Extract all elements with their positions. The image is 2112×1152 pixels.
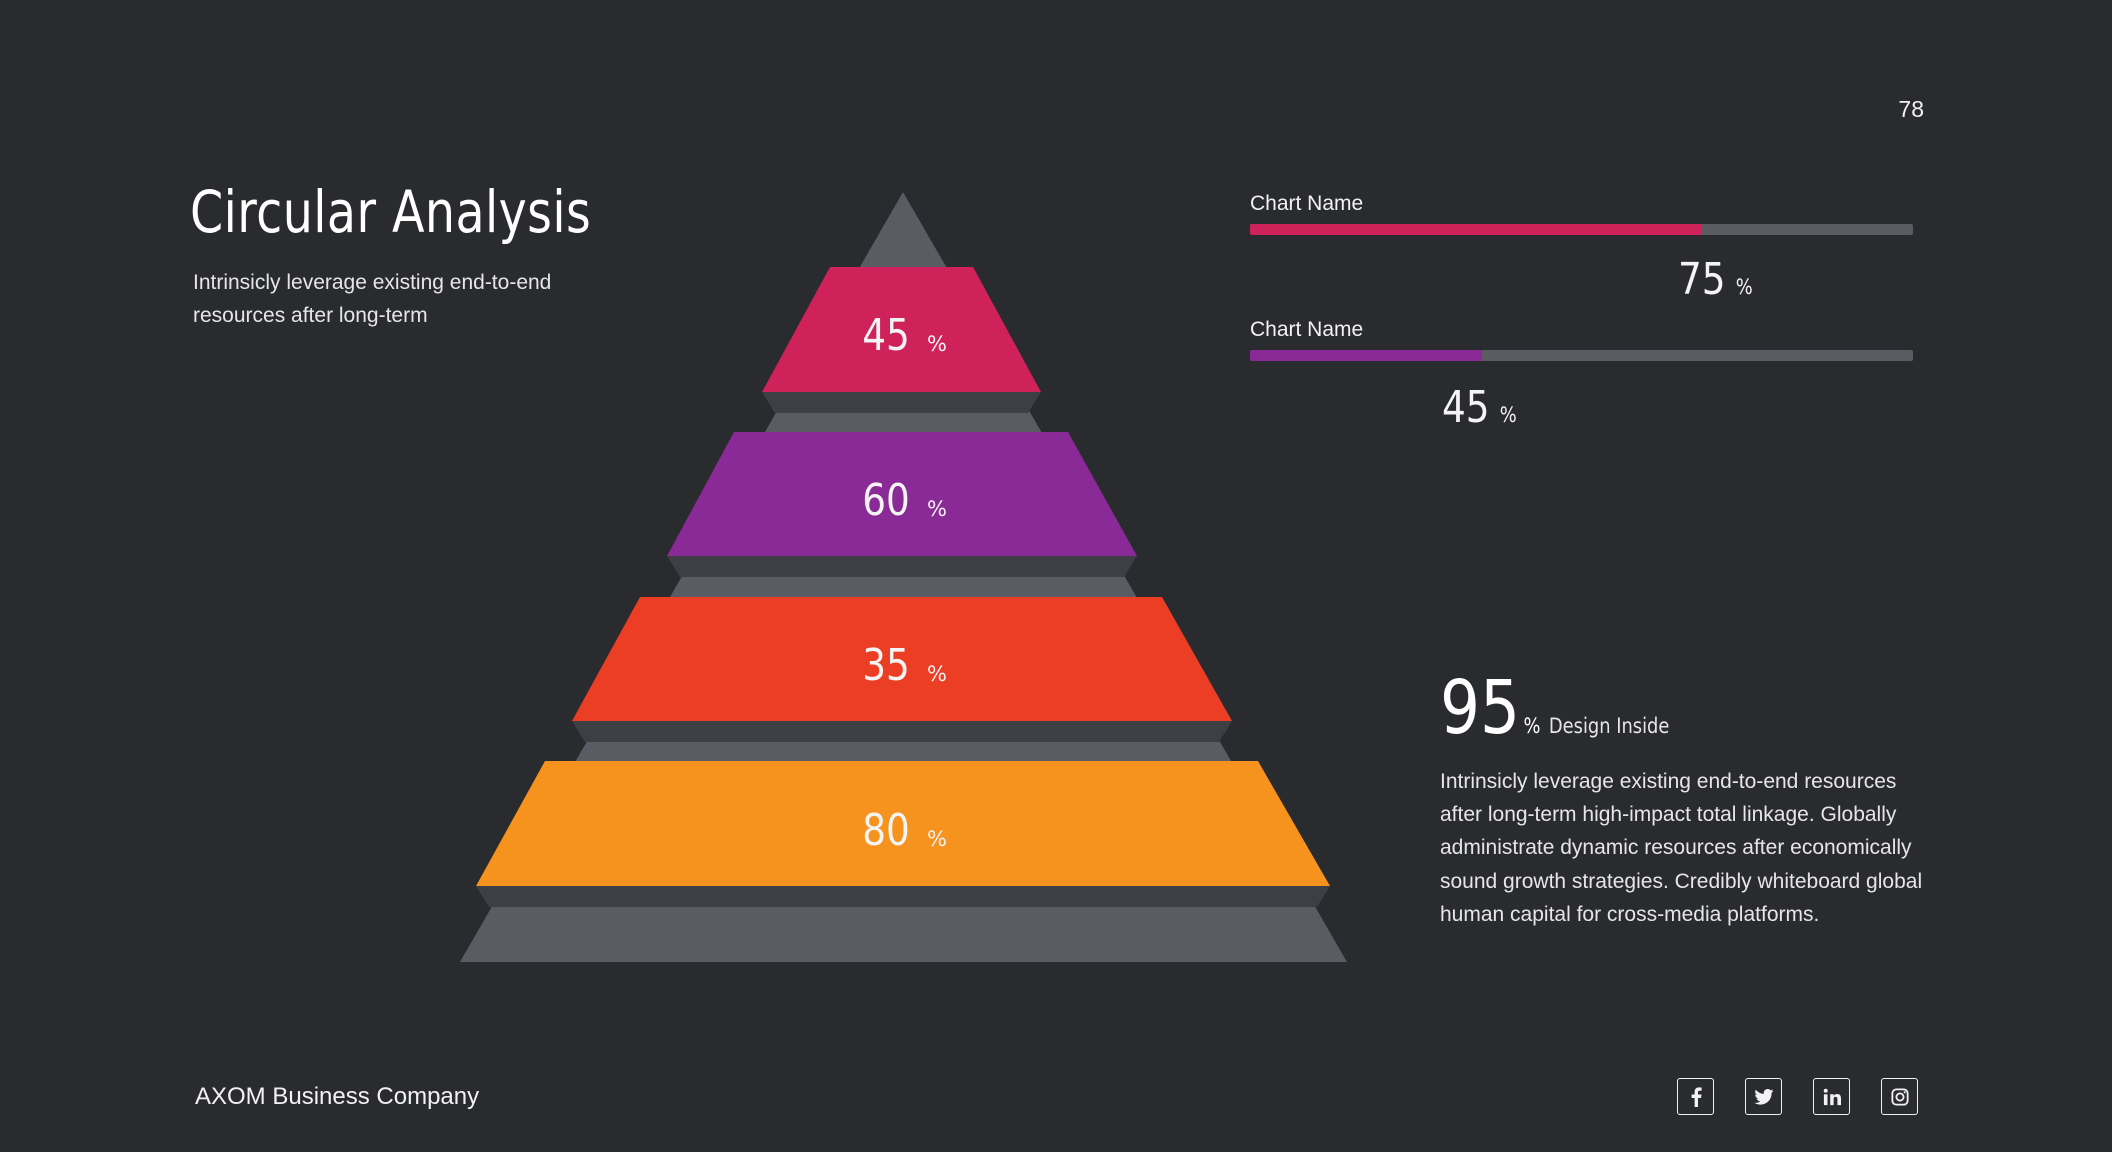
page-subtitle: Intrinsicly leverage existing end-to-end… [193, 271, 552, 327]
bar-value-number: 75 [1678, 254, 1726, 305]
stat-value: 95 [1440, 665, 1521, 751]
tier-value: 45 [862, 309, 910, 361]
tier-value: 35 [862, 639, 910, 691]
stat-description: Intrinsicly leverage existing end-to-end… [1440, 770, 1923, 926]
bar-fill [1250, 224, 1701, 235]
facebook-icon[interactable] [1677, 1078, 1714, 1115]
tier-shadow [762, 392, 1041, 413]
pyramid-tier-4 [476, 761, 1330, 886]
bar-value-unit: % [1735, 275, 1753, 299]
tier-value: 80 [862, 804, 910, 856]
tier-unit: % [927, 497, 947, 521]
page-title: Circular Analysis [190, 178, 592, 246]
tier-shadow [476, 886, 1330, 907]
bar-track [1250, 224, 1913, 235]
pyramid-tier-3 [572, 597, 1232, 721]
bar-track [1250, 350, 1913, 361]
stat-unit: % [1523, 714, 1541, 738]
bar-value: 45% [1442, 382, 1517, 433]
twitter-icon[interactable] [1745, 1078, 1782, 1115]
company-name: AXOM Business Company [195, 1083, 480, 1110]
tier-unit: % [927, 827, 947, 851]
page-number: 78 [1898, 96, 1924, 122]
pyramid-tier-2 [667, 432, 1137, 556]
progress-bar-1: Chart Name [1250, 192, 1913, 235]
tier-shadow [667, 556, 1137, 577]
linkedin-icon[interactable] [1813, 1078, 1850, 1115]
pyramid-tier-1 [762, 267, 1041, 392]
bar-value-unit: % [1499, 403, 1517, 427]
stat-headline: 95% Design Inside [1440, 665, 1669, 751]
bar-value-number: 45 [1442, 382, 1490, 433]
bar-label: Chart Name [1250, 318, 1364, 341]
bar-value: 75% [1678, 254, 1753, 305]
progress-bar-2: Chart Name [1250, 318, 1913, 361]
tier-value: 60 [862, 474, 910, 526]
tier-unit: % [927, 662, 947, 686]
instagram-icon[interactable] [1881, 1078, 1918, 1115]
tier-shadow [572, 721, 1232, 742]
bar-fill [1250, 350, 1483, 361]
stat-caption: Design Inside [1548, 714, 1670, 738]
bar-label: Chart Name [1250, 192, 1364, 215]
tier-unit: % [927, 332, 947, 356]
